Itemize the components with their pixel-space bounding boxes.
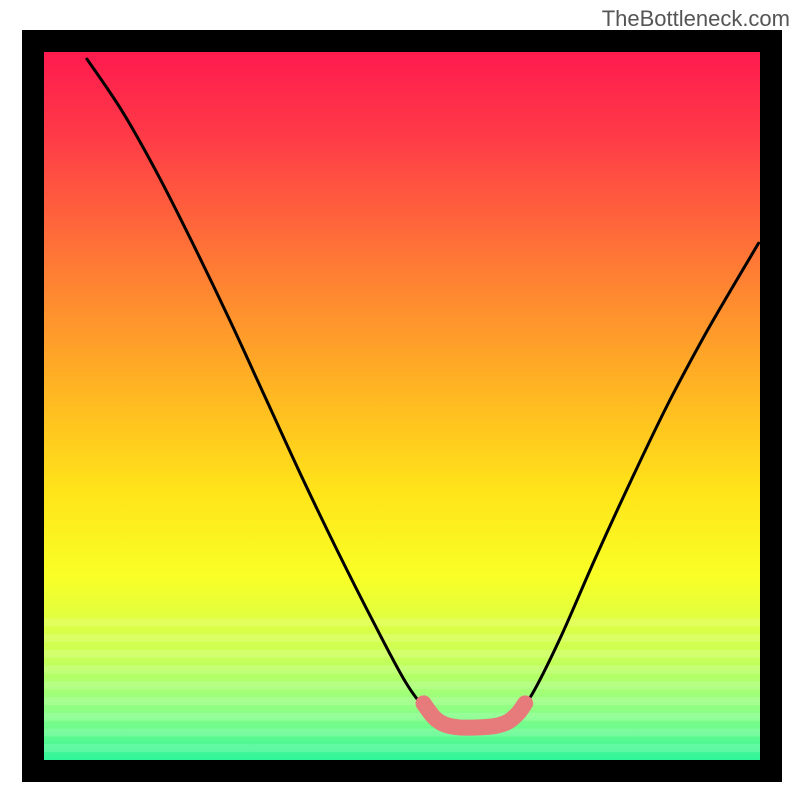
bottom-stripe <box>44 681 760 689</box>
bottom-stripe <box>44 697 760 705</box>
watermark-text: TheBottleneck.com <box>602 6 790 32</box>
bottom-stripe <box>44 744 760 752</box>
bottom-stripe <box>44 713 760 721</box>
bottom-stripe <box>44 729 760 737</box>
bottleneck-chart <box>0 0 800 800</box>
bottom-stripe <box>44 650 760 658</box>
bottom-stripe <box>44 634 760 642</box>
bottom-stripe <box>44 666 760 674</box>
bottom-stripe <box>44 618 760 626</box>
